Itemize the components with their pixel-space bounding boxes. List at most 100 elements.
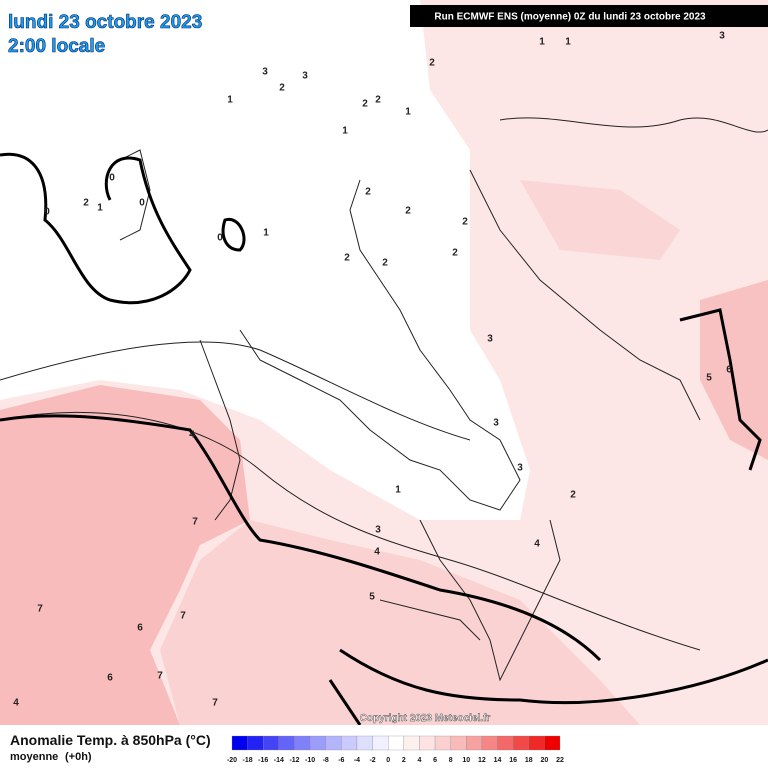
coastline	[199, 339, 241, 521]
contour-label: 1	[395, 485, 401, 496]
color-box	[356, 735, 373, 751]
contour-label: 1	[539, 37, 545, 48]
contour-label: 3	[375, 525, 381, 536]
color-box	[372, 735, 389, 751]
legend-tick-label: 10	[462, 757, 470, 764]
contour-zero	[679, 308, 762, 471]
legend-tick-label: -10	[305, 757, 315, 764]
warm-east	[700, 280, 768, 460]
contour-label: 1	[405, 107, 411, 118]
color-box	[528, 735, 545, 751]
legend-tick-label: 18	[525, 757, 533, 764]
coastline	[239, 179, 521, 511]
legend-tick-label: -12	[289, 757, 299, 764]
contour-label: 1	[263, 228, 269, 239]
legend-tick-label: -6	[338, 757, 344, 764]
contour-label: 3	[517, 463, 523, 474]
contour-label: 1	[97, 203, 103, 214]
color-box	[278, 735, 295, 751]
contour-label: 0	[217, 233, 223, 244]
legend-tick-label: -18	[243, 757, 253, 764]
legend-tick-label: -16	[258, 757, 268, 764]
contour	[0, 411, 701, 651]
contour-label: 7	[37, 604, 43, 615]
color-box	[263, 735, 280, 751]
contour-label: 2	[462, 217, 468, 228]
legend-tick-label: 20	[540, 757, 548, 764]
contour-label: 4	[374, 547, 380, 558]
color-box	[434, 735, 451, 751]
contour-zero	[0, 414, 602, 662]
coastline	[419, 519, 561, 682]
legend-tick-label: 14	[494, 757, 502, 764]
contour-label: 0	[139, 198, 145, 209]
color-box	[247, 735, 264, 751]
contour-label: 3	[487, 334, 493, 345]
contour-label: 2	[375, 95, 381, 106]
warm-balkan	[520, 180, 680, 260]
contour-zero	[0, 152, 192, 305]
contour-label: 3	[302, 71, 308, 82]
color-box	[450, 735, 467, 751]
legend-tick-label: 2	[402, 757, 406, 764]
contour-label: 2	[429, 58, 435, 69]
legend-tick-label: 16	[509, 757, 517, 764]
legend-title: Anomalie Temp. à 850hPa (°C)	[10, 732, 211, 748]
contour-label: 6	[137, 623, 143, 634]
contour-label: 2	[83, 198, 89, 209]
color-box	[544, 735, 561, 751]
contour-label: 4	[189, 430, 195, 441]
contour-label: 2	[452, 248, 458, 259]
contour	[0, 341, 471, 441]
color-box	[512, 735, 529, 751]
contour-zero	[339, 648, 768, 705]
contour-label: 0	[109, 173, 115, 184]
legend-tick-label: 0	[386, 757, 390, 764]
contour-label: 0	[44, 207, 50, 218]
contour-label: 7	[157, 671, 163, 682]
contour-label: 1	[565, 37, 571, 48]
contour-label: 2	[570, 490, 576, 501]
color-box	[403, 735, 420, 751]
coastline	[119, 149, 151, 241]
contour-label: 2	[382, 258, 388, 269]
contour-label: 3	[719, 31, 725, 42]
contour-label: 4	[534, 539, 540, 550]
legend-tick-label: -20	[227, 757, 237, 764]
copyright: Copyright 2023 Meteociel.fr	[360, 713, 491, 724]
contour-label: 1	[342, 126, 348, 137]
color-box	[325, 735, 342, 751]
coastline	[469, 169, 701, 421]
legend-mode: moyenne	[10, 751, 58, 763]
title: lundi 23 octobre 2023	[8, 12, 202, 33]
contour-label: 2	[365, 187, 371, 198]
color-box	[309, 735, 326, 751]
coastline	[379, 599, 481, 641]
subtitle: 2:00 locale	[8, 36, 105, 57]
contour-label: 2	[405, 206, 411, 217]
legend-tick-label: 22	[556, 757, 564, 764]
contour-label: 5	[706, 373, 712, 384]
color-box	[481, 735, 498, 751]
legend-tick-label: -8	[323, 757, 329, 764]
run-box	[410, 5, 768, 27]
contour-label: 1	[227, 95, 233, 106]
contour-label: 5	[369, 592, 375, 603]
color-box	[341, 735, 358, 751]
contour-label: 7	[180, 611, 186, 622]
run-info: Run ECMWF ENS (moyenne) 0Z du lundi 23 o…	[434, 12, 706, 23]
contour-zero	[221, 217, 246, 252]
legend-tick-label: -4	[354, 757, 360, 764]
legend-tick-label: -14	[274, 757, 284, 764]
legend-tick-label: -2	[369, 757, 375, 764]
color-box	[388, 735, 404, 751]
contour-label: 2	[344, 253, 350, 264]
contour-label: 2	[362, 99, 368, 110]
contour	[499, 117, 768, 133]
color-box	[294, 735, 311, 751]
contour-label: 6	[107, 673, 113, 684]
warm-belt	[160, 520, 640, 725]
legend-tick-label: 6	[433, 757, 437, 764]
contour-label: 7	[192, 517, 198, 528]
